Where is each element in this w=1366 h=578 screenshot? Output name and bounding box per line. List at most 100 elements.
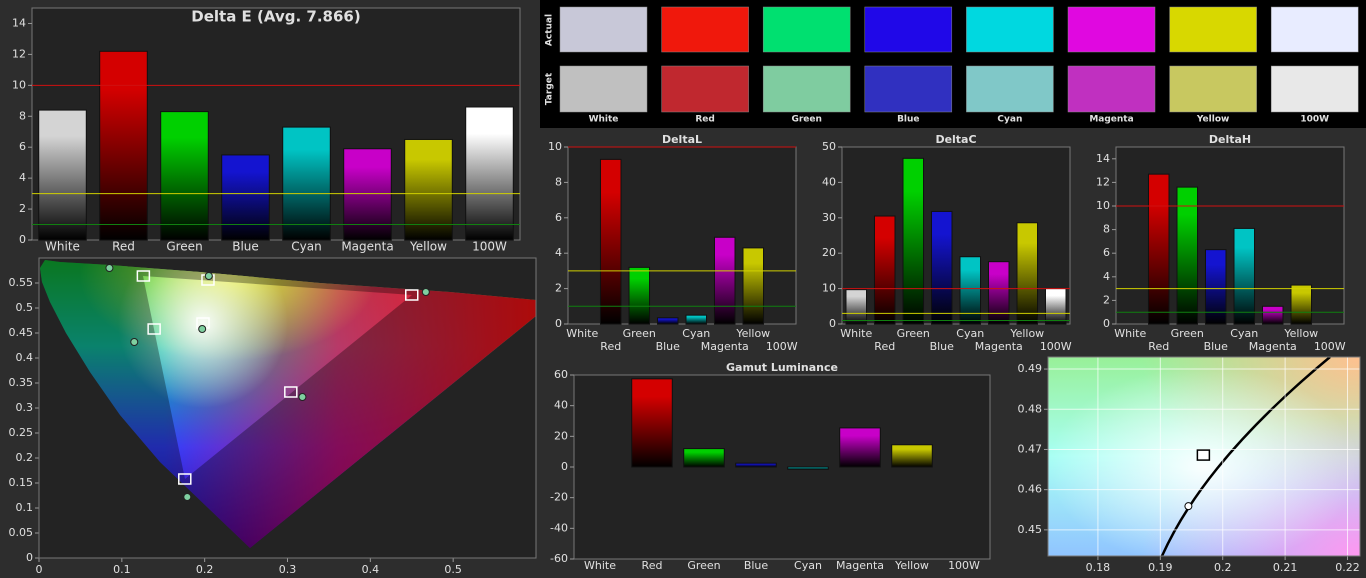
actual-swatch xyxy=(864,6,953,53)
x-tick-label: White xyxy=(1114,327,1146,340)
x-tick-label: Magenta xyxy=(1249,340,1297,353)
bar xyxy=(891,444,933,468)
x-tick-label: 0.4 xyxy=(362,563,380,576)
y-tick-label: 0.35 xyxy=(9,376,34,389)
y-tick-label: 0 xyxy=(19,233,26,246)
actual-swatch xyxy=(762,6,851,53)
measured-marker xyxy=(421,288,430,296)
chart-title: DeltaH xyxy=(1209,133,1251,146)
y-tick-label: 8 xyxy=(1103,223,1110,236)
x-tick-label: White xyxy=(584,559,616,572)
x-tick-label: Cyan xyxy=(956,327,984,340)
actual-swatch xyxy=(661,6,749,53)
y-tick-label: 0.2 xyxy=(16,451,34,464)
chart-title: DeltaL xyxy=(662,133,702,146)
x-tick-label: Green xyxy=(623,327,656,340)
x-tick-label: White xyxy=(840,327,872,340)
y-tick-label: 10 xyxy=(548,140,562,153)
x-tick-label: Yellow xyxy=(1009,327,1044,340)
y-tick-label: 30 xyxy=(822,211,836,224)
x-tick-label: 100W xyxy=(948,559,980,572)
swatch-label: Blue xyxy=(897,115,919,125)
swatch-label: White xyxy=(589,115,619,125)
y-tick-label: 14 xyxy=(12,16,26,29)
x-tick-label: Blue xyxy=(744,559,769,572)
plot-frame xyxy=(38,257,537,559)
x-tick-label: Red xyxy=(112,240,135,254)
bar xyxy=(160,111,209,241)
y-tick-label: 0 xyxy=(555,317,562,330)
x-tick-label: 0.22 xyxy=(1335,561,1360,574)
y-tick-label: 4 xyxy=(555,246,562,259)
bar xyxy=(930,210,953,325)
y-tick-label: 40 xyxy=(822,175,836,188)
target-swatch xyxy=(661,65,749,113)
x-tick-label: 0.1 xyxy=(113,563,131,576)
y-tick-label: 8 xyxy=(555,175,562,188)
x-tick-label: 100W xyxy=(1314,340,1346,353)
target-swatch xyxy=(1270,65,1359,113)
chart-title: Delta E (Avg. 7.866) xyxy=(191,8,360,26)
x-tick-label: Blue xyxy=(232,240,259,254)
x-tick-label: Magenta xyxy=(836,559,884,572)
x-tick-label: Magenta xyxy=(341,240,393,254)
swatch-label: Red xyxy=(695,115,714,125)
x-tick-label: Blue xyxy=(656,340,681,353)
measured-marker xyxy=(204,272,213,280)
y-tick-label: 0 xyxy=(26,551,33,564)
x-tick-label: Green xyxy=(1171,327,1204,340)
x-tick-label: Cyan xyxy=(794,559,822,572)
measured-marker xyxy=(1184,502,1193,511)
measured-marker xyxy=(298,393,307,401)
bar xyxy=(404,138,453,241)
y-tick-label: 0.48 xyxy=(1018,402,1043,415)
y-tick-label: 0.3 xyxy=(16,401,34,414)
y-tick-label: 0.45 xyxy=(9,326,34,339)
bar xyxy=(1176,186,1199,325)
zoom-background xyxy=(1048,357,1360,556)
target-swatch xyxy=(1067,65,1156,113)
x-tick-label: 0.2 xyxy=(1214,561,1232,574)
target-marker xyxy=(136,270,151,282)
y-tick-label: 0.55 xyxy=(9,276,34,289)
x-tick-label: 0.19 xyxy=(1148,561,1173,574)
y-tick-label: 0.4 xyxy=(16,351,34,364)
x-tick-label: Cyan xyxy=(291,240,321,254)
y-tick-label: 20 xyxy=(822,246,836,259)
x-tick-label: 100W xyxy=(1040,340,1072,353)
bar xyxy=(742,247,765,325)
y-tick-label: 0 xyxy=(1103,317,1110,330)
chart-title: DeltaC xyxy=(935,133,976,146)
x-tick-label: Blue xyxy=(1204,340,1229,353)
y-tick-label: 6 xyxy=(1103,246,1110,259)
y-tick-label: -60 xyxy=(550,552,568,565)
y-tick-label: 6 xyxy=(19,140,26,153)
bar xyxy=(1261,305,1284,325)
x-tick-label: Cyan xyxy=(682,327,710,340)
actual-swatch xyxy=(559,6,648,53)
bar xyxy=(465,106,514,241)
y-tick-label: 0 xyxy=(829,317,836,330)
spectral-locus xyxy=(40,260,536,548)
target-marker xyxy=(1196,449,1211,461)
y-tick-label: 4 xyxy=(1103,270,1110,283)
measured-marker xyxy=(130,338,139,346)
y-tick-label: 0.49 xyxy=(1018,362,1043,375)
planckian-locus xyxy=(1160,357,1331,556)
plot-frame xyxy=(1047,356,1361,557)
bar xyxy=(1147,173,1170,325)
measured-marker xyxy=(183,493,192,501)
y-tick-label: 10 xyxy=(12,78,26,91)
y-tick-label: 10 xyxy=(1096,199,1110,212)
y-tick-label: 12 xyxy=(1096,175,1110,188)
bar xyxy=(343,148,392,241)
y-tick-label: 60 xyxy=(554,368,568,381)
y-tick-label: 6 xyxy=(555,211,562,224)
y-tick-label: 0.47 xyxy=(1018,442,1043,455)
y-tick-label: 14 xyxy=(1096,152,1110,165)
y-tick-label: 8 xyxy=(19,109,26,122)
bar xyxy=(902,157,925,325)
swatch-row-label: Target xyxy=(545,72,555,105)
y-tick-label: 2 xyxy=(1103,293,1110,306)
